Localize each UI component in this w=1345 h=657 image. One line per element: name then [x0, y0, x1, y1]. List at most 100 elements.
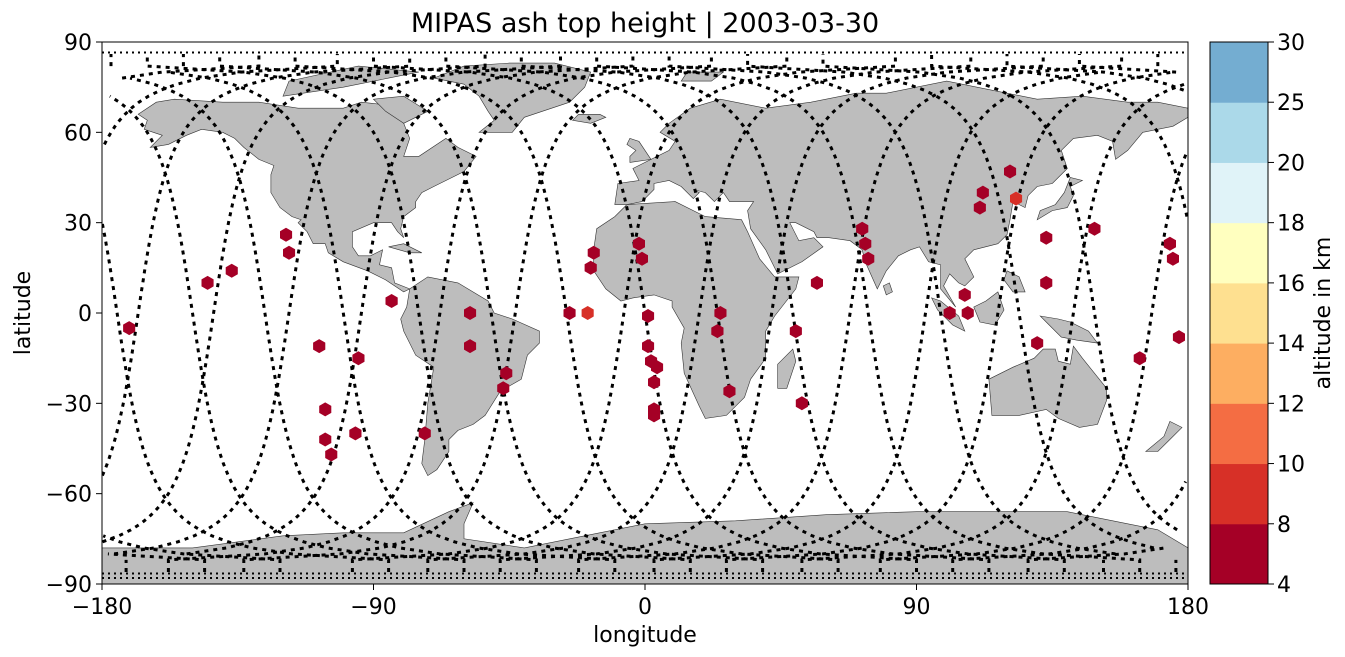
- ash-point: [1166, 251, 1179, 266]
- ash-point: [201, 275, 214, 290]
- ash-point: [976, 185, 989, 200]
- ash-point: [587, 245, 600, 260]
- y-axis: −90 −60 −30 0 30 60 90: [46, 31, 102, 598]
- ash-point: [464, 306, 477, 320]
- satellite-track: [667, 54, 1116, 556]
- ash-point: [1163, 236, 1176, 251]
- chart-title: MIPAS ash top height | 2003-03-30: [411, 8, 879, 39]
- x-axis: −180 −90 0 90 180: [72, 584, 1209, 620]
- satellite-track: [426, 54, 973, 572]
- ash-point: [497, 381, 510, 396]
- y-axis-label: latitude: [11, 271, 36, 355]
- borneo-landmass: [973, 291, 1005, 326]
- colorbar-tick-label: 16: [1277, 272, 1305, 297]
- ash-point: [642, 339, 655, 354]
- colorbar-tick-label: 14: [1277, 332, 1305, 357]
- colorbar: 4 8 10 12 14 16 18 20 25 30: [1209, 31, 1305, 598]
- ash-point: [1040, 275, 1053, 290]
- ash-point: [1133, 351, 1146, 366]
- satellite-track: [102, 54, 412, 477]
- y-tick-label: 30: [64, 212, 92, 237]
- satellite-track: [519, 54, 1066, 572]
- ash-point: [789, 324, 802, 339]
- colorbar-segment: [1210, 463, 1268, 525]
- ash-point: [795, 396, 808, 411]
- ash-point: [1010, 191, 1023, 206]
- satellite-track: [746, 54, 1155, 550]
- satellite-track: [577, 54, 1124, 572]
- y-tick-label: −30: [46, 392, 92, 417]
- satellite-track: [1026, 546, 1166, 572]
- satellite-track: [652, 70, 1101, 572]
- ash-point: [1088, 221, 1101, 236]
- ash-point: [859, 236, 872, 251]
- ash-point: [418, 426, 431, 441]
- satellite-track: [102, 534, 282, 572]
- ash-point: [581, 306, 594, 320]
- ash-point: [225, 263, 238, 278]
- satellite-track: [145, 54, 692, 572]
- ash-point: [500, 366, 513, 381]
- colorbar-tick-label: 30: [1277, 31, 1305, 56]
- ash-point: [642, 309, 655, 323]
- new-zealand-landmass: [1144, 420, 1183, 452]
- satellite-track: [800, 82, 1186, 572]
- satellite-track: [595, 54, 1142, 572]
- ash-point: [723, 384, 736, 399]
- world-map: [102, 62, 1188, 584]
- ash-point: [584, 260, 597, 275]
- north-america-landmass: [137, 98, 477, 293]
- ash-point: [714, 306, 727, 320]
- satellite-track: [168, 70, 617, 572]
- colorbar-tick-label: 18: [1277, 212, 1305, 237]
- colorbar-segment: [1210, 282, 1268, 344]
- colorbar-segment: [1210, 162, 1268, 224]
- colorbar-segment: [1210, 102, 1268, 163]
- great-britain-landmass: [626, 138, 652, 163]
- satellite-track: [186, 54, 635, 556]
- ash-point: [563, 306, 576, 320]
- satellite-track: [821, 54, 1178, 532]
- satellite-track: [724, 70, 1174, 572]
- x-tick-label: 180: [1167, 595, 1209, 620]
- ash-point: [635, 251, 648, 266]
- antarctica-landmass: [102, 502, 1188, 584]
- ash-point: [349, 426, 362, 441]
- ash-point: [862, 251, 875, 266]
- ash-point: [325, 447, 338, 462]
- ash-point: [856, 221, 869, 236]
- colorbar-segment: [1210, 403, 1268, 465]
- colorbar-tick-label: 10: [1277, 453, 1305, 478]
- south-america-landmass: [400, 276, 540, 477]
- japan-landmass: [1036, 177, 1084, 221]
- y-tick-label: −90: [46, 573, 92, 598]
- satellite-track: [951, 480, 1187, 572]
- cuba-landmass: [388, 243, 422, 254]
- ash-point: [283, 245, 296, 260]
- colorbar-label: altitude in km: [1311, 237, 1336, 390]
- ash-point: [810, 275, 823, 290]
- x-tick-label: 90: [903, 595, 931, 620]
- svalbard-landmass: [680, 71, 725, 82]
- satellite-track: [218, 54, 765, 572]
- ash-point: [319, 402, 332, 417]
- ash-point: [1031, 336, 1044, 351]
- ash-point: [1040, 230, 1053, 245]
- satellite-track: [242, 54, 789, 572]
- colorbar-tick-label: 8: [1277, 513, 1291, 538]
- x-axis-label: longitude: [593, 623, 697, 648]
- sri-lanka-landmass: [882, 282, 893, 296]
- colorbar-tick-label: 20: [1277, 151, 1305, 176]
- y-tick-label: 0: [78, 302, 92, 327]
- satellite-track: [1005, 54, 1185, 92]
- ash-point: [123, 321, 136, 336]
- ash-point: [313, 339, 326, 354]
- satellite-track: [107, 552, 207, 572]
- y-tick-label: −60: [46, 483, 92, 508]
- australia-landmass: [988, 345, 1107, 428]
- y-tick-label: 90: [64, 31, 92, 56]
- colorbar-tick-label: 12: [1277, 392, 1305, 417]
- colorbar-segment: [1210, 42, 1268, 103]
- satellite-track: [103, 54, 339, 146]
- ash-point: [711, 324, 724, 339]
